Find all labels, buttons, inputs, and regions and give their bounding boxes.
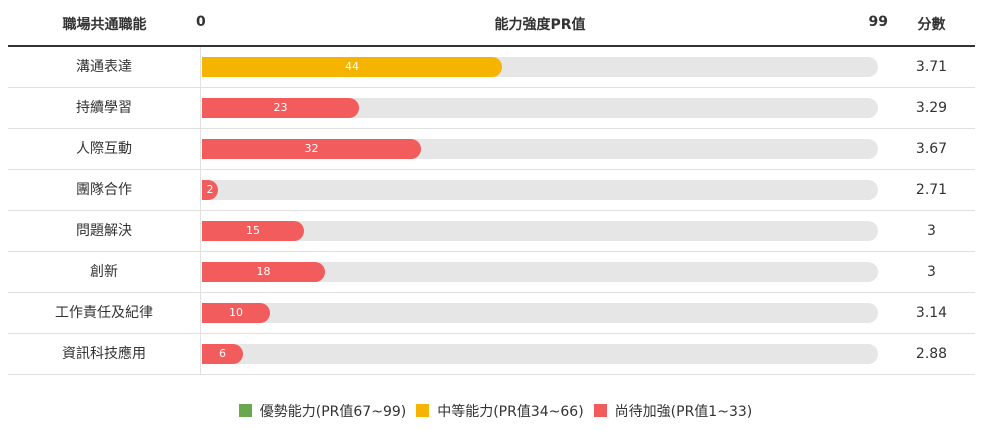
chart-row: 問題解決 15 3	[8, 211, 975, 252]
bar: 2	[202, 180, 218, 200]
score-value: 3	[927, 264, 936, 280]
bar-track: 23	[202, 98, 878, 118]
legend-swatch	[416, 404, 430, 417]
category-column-header: 職場共通職能	[62, 17, 147, 33]
bar-track: 15	[202, 221, 878, 241]
score-value: 3	[927, 223, 936, 239]
category-label: 工作責任及紀律	[8, 293, 201, 333]
category-label: 溝通表達	[8, 47, 201, 87]
legend-label: 尚待加強(PR值1~33)	[614, 404, 753, 420]
category-label: 持續學習	[8, 88, 201, 128]
bar: 15	[202, 221, 304, 241]
chart-row: 團隊合作 2 2.71	[8, 170, 975, 211]
bar: 23	[202, 98, 359, 118]
bar: 10	[202, 303, 270, 323]
table-header: 職場共通職能 0 能力強度PR值 99 分數	[8, 0, 975, 47]
bar-track: 32	[202, 139, 878, 159]
bar-track: 2	[202, 180, 878, 200]
score-value: 3.29	[915, 100, 948, 116]
score-column-header: 分數	[917, 17, 946, 33]
chart-row: 持續學習 23 3.29	[8, 88, 975, 129]
legend-item: 優勢能力(PR值67~99)	[238, 401, 407, 421]
chart-row: 資訊科技應用 6 2.88	[8, 334, 975, 375]
category-label: 資訊科技應用	[8, 334, 201, 374]
score-value: 2.88	[915, 346, 948, 362]
bar-track: 6	[202, 344, 878, 364]
score-value: 3.67	[915, 141, 948, 157]
chart-row: 人際互動 32 3.67	[8, 129, 975, 170]
chart-row: 溝通表達 44 3.71	[8, 47, 975, 88]
bar-track: 18	[202, 262, 878, 282]
score-value: 3.71	[915, 59, 948, 75]
bar-track: 44	[202, 57, 878, 77]
chart-rows: 溝通表達 44 3.71 持續學習 23 3.29 人際互動 32 3.67 團隊合作 2 2.71 問…	[8, 47, 975, 375]
bar: 6	[202, 344, 243, 364]
axis-max-label: 99	[868, 14, 888, 30]
bar: 44	[202, 57, 502, 77]
legend-item: 中等能力(PR值34~66)	[416, 401, 584, 421]
score-value: 2.71	[915, 182, 948, 198]
legend-item: 尚待加強(PR值1~33)	[593, 401, 753, 421]
legend-label: 中等能力(PR值34~66)	[437, 404, 584, 420]
axis-title: 能力強度PR值	[494, 17, 586, 33]
axis-min-label: 0	[196, 14, 206, 30]
bar-track: 10	[202, 303, 878, 323]
legend: 優勢能力(PR值67~99) 中等能力(PR值34~66) 尚待加強(PR值1~33…	[0, 401, 991, 421]
category-label: 團隊合作	[8, 170, 201, 210]
category-label: 人際互動	[8, 129, 201, 169]
chart-row: 創新 18 3	[8, 252, 975, 293]
category-label: 問題解決	[8, 211, 201, 251]
score-value: 3.14	[915, 305, 948, 321]
legend-swatch	[593, 404, 607, 417]
category-label: 創新	[8, 252, 201, 292]
bar: 32	[202, 139, 421, 159]
legend-label: 優勢能力(PR值67~99)	[259, 404, 407, 420]
bar: 18	[202, 262, 325, 282]
legend-swatch	[238, 404, 252, 417]
chart-row: 工作責任及紀律 10 3.14	[8, 293, 975, 334]
